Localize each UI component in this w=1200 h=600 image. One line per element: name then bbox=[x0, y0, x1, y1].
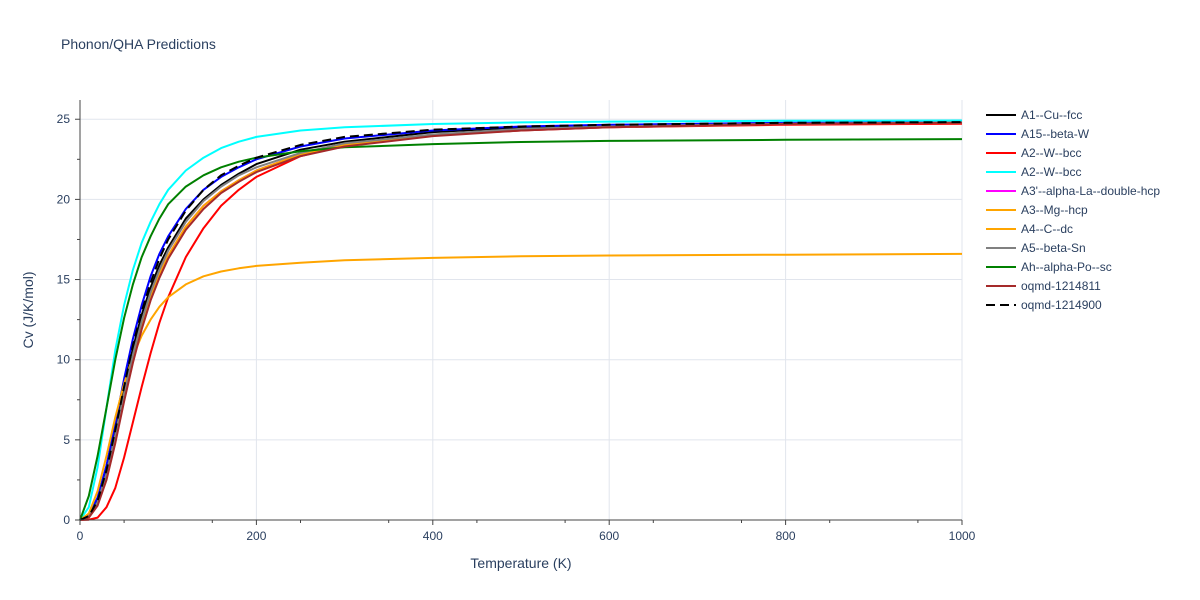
legend-label: A2--W--bcc bbox=[1021, 165, 1081, 179]
legend-item[interactable]: A2--W--bcc bbox=[986, 146, 1081, 160]
series-line-9 bbox=[79, 121, 963, 521]
series-line-6 bbox=[79, 252, 963, 521]
legend-item[interactable]: A2--W--bcc bbox=[986, 165, 1081, 179]
legend-label: A4--C--dc bbox=[1021, 222, 1073, 236]
legend-label: A3--Mg--hcp bbox=[1021, 203, 1088, 217]
legend-item[interactable]: A15--beta-W bbox=[986, 127, 1090, 141]
legend-label: A3'--alpha-La--double-hcp bbox=[1021, 184, 1160, 198]
series-line-10 bbox=[79, 121, 963, 521]
x-tick-label: 600 bbox=[599, 529, 619, 543]
y-tick-label: 10 bbox=[57, 353, 71, 367]
y-axis-label: Cv (J/K/mol) bbox=[20, 272, 36, 349]
x-tick-label: 200 bbox=[246, 529, 266, 543]
legend-label: oqmd-1214900 bbox=[1021, 298, 1102, 312]
y-tick-label: 0 bbox=[63, 513, 70, 527]
x-tick-label: 400 bbox=[423, 529, 443, 543]
x-tick-label: 0 bbox=[77, 529, 84, 543]
x-axis-label: Temperature (K) bbox=[470, 555, 571, 571]
legend-item[interactable]: A3'--alpha-La--double-hcp bbox=[986, 184, 1160, 198]
series-lines bbox=[79, 119, 963, 521]
legend-item[interactable]: A3--Mg--hcp bbox=[986, 203, 1088, 217]
x-tick-label: 800 bbox=[776, 529, 796, 543]
y-tick-label: 15 bbox=[57, 273, 71, 287]
legend-item[interactable]: A4--C--dc bbox=[986, 222, 1073, 236]
axes: 0 200 400 600 800 1000 0 5 10 15 20 25 bbox=[57, 100, 976, 543]
chart-title: Phonon/QHA Predictions bbox=[61, 36, 216, 52]
legend-label: A15--beta-W bbox=[1021, 127, 1090, 141]
legend-label: Ah--alpha-Po--sc bbox=[1021, 260, 1112, 274]
y-tick-label: 20 bbox=[57, 192, 71, 206]
legend-label: A2--W--bcc bbox=[1021, 146, 1081, 160]
legend-item[interactable]: A5--beta-Sn bbox=[986, 241, 1086, 255]
grid bbox=[80, 100, 963, 520]
series-line-7 bbox=[79, 121, 963, 521]
series-line-8 bbox=[79, 138, 963, 521]
legend-item[interactable]: Ah--alpha-Po--sc bbox=[986, 260, 1112, 274]
y-tick-label: 25 bbox=[57, 112, 71, 126]
x-tick-label: 1000 bbox=[949, 529, 976, 543]
legend-item[interactable]: A1--Cu--fcc bbox=[986, 108, 1082, 122]
legend-item[interactable]: oqmd-1214811 bbox=[986, 279, 1101, 293]
series-line-3 bbox=[79, 119, 963, 521]
legend-label: A1--Cu--fcc bbox=[1021, 108, 1082, 122]
legend-label: A5--beta-Sn bbox=[1021, 241, 1086, 255]
y-tick-label: 5 bbox=[63, 433, 70, 447]
legend-label: oqmd-1214811 bbox=[1021, 279, 1101, 293]
legend: A1--Cu--fcc A15--beta-W A2--W--bcc A2--W--b… bbox=[986, 108, 1160, 312]
legend-item[interactable]: oqmd-1214900 bbox=[986, 298, 1102, 312]
